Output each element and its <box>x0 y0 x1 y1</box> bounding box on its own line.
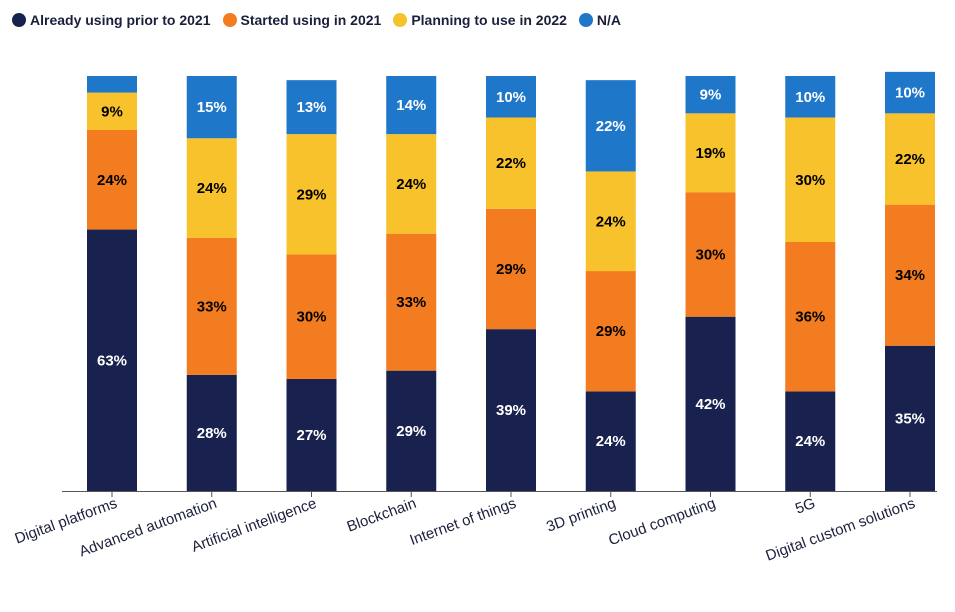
data-label-internet-of-things-already-using-prior-to-2021: 39% <box>496 402 526 419</box>
legend-label-na: N/A <box>596 12 622 28</box>
bar-segment-blockchain-planning-to-use-in-2022 <box>386 134 437 234</box>
bar-segment-blockchain-n-a <box>386 76 437 135</box>
data-label-internet-of-things-started-using-in-2021: 29% <box>496 261 526 278</box>
bar-segment-blockchain-already-using-prior-to-2021 <box>386 370 437 491</box>
bar-segment-5g-started-using-in-2021 <box>785 242 836 392</box>
legend-item-planning: Planning to use in 2022 <box>393 12 567 28</box>
data-label-cloud-computing-started-using-in-2021: 30% <box>695 246 725 263</box>
legend-swatch-started-using <box>222 13 237 27</box>
data-label-digital-custom-solutions-started-using-in-2021: 34% <box>895 267 925 284</box>
data-label-5g-started-using-in-2021: 36% <box>795 309 825 326</box>
bar-segment-cloud-computing-already-using-prior-to-2021 <box>685 316 736 491</box>
bar-segment-internet-of-things-already-using-prior-to-2021 <box>486 329 536 491</box>
legend-label-planning: Planning to use in 2022 <box>411 12 567 28</box>
data-label-cloud-computing-already-using-prior-to-2021: 42% <box>695 396 725 413</box>
bar-segment-internet-of-things-planning-to-use-in-2022 <box>486 117 536 209</box>
bar-segment-digital-platforms-n-a <box>87 76 137 93</box>
bar-segment-3d-printing-n-a <box>585 80 636 172</box>
legend-swatch-na <box>578 13 593 27</box>
x-tick-label-5g: 5G <box>793 495 818 518</box>
data-label-5g-planning-to-use-in-2022: 30% <box>795 172 825 189</box>
x-tick-label-cloud-computing: Cloud computing <box>606 495 718 549</box>
bar-segment-internet-of-things-started-using-in-2021 <box>486 208 536 330</box>
legend-item-na: N/A <box>578 12 622 28</box>
bar-segment-artificial-intelligence-already-using-prior-to-2021 <box>286 378 337 491</box>
data-label-digital-custom-solutions-n-a: 10% <box>895 85 925 102</box>
data-label-digital-platforms-planning-to-use-in-2022: 9% <box>101 103 123 120</box>
data-label-3d-printing-planning-to-use-in-2022: 24% <box>596 213 626 230</box>
x-tick-label-blockchain: Blockchain <box>345 495 419 536</box>
x-tick-label-internet-of-things: Internet of things <box>408 495 519 549</box>
data-label-5g-already-using-prior-to-2021: 24% <box>795 433 825 450</box>
legend-swatch-planning <box>393 13 408 27</box>
data-label-digital-platforms-started-using-in-2021: 24% <box>97 172 127 189</box>
data-label-advanced-automation-started-using-in-2021: 33% <box>197 298 227 315</box>
bar-segment-3d-printing-started-using-in-2021 <box>585 271 636 392</box>
data-label-artificial-intelligence-planning-to-use-in-2022: 29% <box>296 186 326 203</box>
bar-segment-cloud-computing-started-using-in-2021 <box>685 192 736 317</box>
bar-segment-advanced-automation-n-a <box>186 76 237 139</box>
data-label-blockchain-already-using-prior-to-2021: 29% <box>396 423 426 440</box>
bar-segment-advanced-automation-started-using-in-2021 <box>186 237 237 375</box>
bar-segment-3d-printing-planning-to-use-in-2022 <box>585 171 636 272</box>
data-label-digital-custom-solutions-already-using-prior-to-2021: 35% <box>895 410 925 427</box>
data-label-blockchain-started-using-in-2021: 33% <box>396 294 426 311</box>
bar-segment-internet-of-things-n-a <box>486 76 536 118</box>
data-label-artificial-intelligence-already-using-prior-to-2021: 27% <box>296 427 326 444</box>
data-label-advanced-automation-n-a: 15% <box>197 99 227 116</box>
bar-segment-digital-custom-solutions-already-using-prior-to-2021 <box>885 345 935 491</box>
bar-segment-digital-platforms-planning-to-use-in-2022 <box>87 92 137 130</box>
bar-segment-cloud-computing-planning-to-use-in-2022 <box>685 113 736 193</box>
data-label-blockchain-planning-to-use-in-2022: 24% <box>396 176 426 193</box>
legend-label-started-using: Started using in 2021 <box>240 12 382 28</box>
data-label-internet-of-things-n-a: 10% <box>496 89 526 106</box>
data-label-cloud-computing-planning-to-use-in-2022: 19% <box>695 145 725 162</box>
legend-item-started-using: Started using in 2021 <box>222 12 382 28</box>
x-tick-label-digital-custom-solutions: Digital custom solutions <box>763 495 917 565</box>
data-label-digital-custom-solutions-planning-to-use-in-2022: 22% <box>895 151 925 168</box>
bar-segment-artificial-intelligence-started-using-in-2021 <box>286 254 337 379</box>
bar-segment-cloud-computing-n-a <box>685 76 736 114</box>
bar-segment-5g-already-using-prior-to-2021 <box>785 391 836 491</box>
bar-segment-blockchain-started-using-in-2021 <box>386 233 437 371</box>
data-label-digital-platforms-already-using-prior-to-2021: 63% <box>97 352 127 369</box>
data-label-3d-printing-already-using-prior-to-2021: 24% <box>596 433 626 450</box>
data-label-artificial-intelligence-n-a: 13% <box>296 99 326 116</box>
bar-segment-digital-platforms-already-using-prior-to-2021 <box>87 229 137 492</box>
bar-segment-artificial-intelligence-planning-to-use-in-2022 <box>286 134 337 255</box>
x-tick-label-3d-printing: 3D printing <box>544 495 618 536</box>
bar-segment-advanced-automation-planning-to-use-in-2022 <box>186 138 237 238</box>
data-label-3d-printing-started-using-in-2021: 29% <box>596 323 626 340</box>
data-label-blockchain-n-a: 14% <box>396 97 426 114</box>
data-label-cloud-computing-n-a: 9% <box>700 87 722 104</box>
legend-swatch-already-using <box>12 13 26 27</box>
bar-segment-3d-printing-already-using-prior-to-2021 <box>585 391 636 491</box>
bar-segment-digital-platforms-started-using-in-2021 <box>87 129 137 230</box>
bar-segment-artificial-intelligence-n-a <box>286 80 337 135</box>
bar-segment-advanced-automation-already-using-prior-to-2021 <box>186 374 237 491</box>
legend: Already using prior to 2021 Started usin… <box>12 9 621 31</box>
bar-segment-5g-n-a <box>785 76 836 118</box>
data-label-advanced-automation-planning-to-use-in-2022: 24% <box>197 180 227 197</box>
bar-segment-digital-custom-solutions-started-using-in-2021 <box>885 204 935 346</box>
bar-segment-5g-planning-to-use-in-2022 <box>785 117 836 242</box>
bar-segment-digital-custom-solutions-planning-to-use-in-2022 <box>885 113 935 205</box>
data-label-3d-printing-n-a: 22% <box>596 118 626 135</box>
legend-item-already-using: Already using prior to 2021 <box>12 12 211 28</box>
data-label-internet-of-things-planning-to-use-in-2022: 22% <box>496 155 526 172</box>
data-label-advanced-automation-already-using-prior-to-2021: 28% <box>197 425 227 442</box>
data-label-5g-n-a: 10% <box>795 89 825 106</box>
data-label-artificial-intelligence-started-using-in-2021: 30% <box>296 309 326 326</box>
bar-segment-digital-custom-solutions-n-a <box>885 71 935 114</box>
legend-label-already-using: Already using prior to 2021 <box>30 12 211 28</box>
